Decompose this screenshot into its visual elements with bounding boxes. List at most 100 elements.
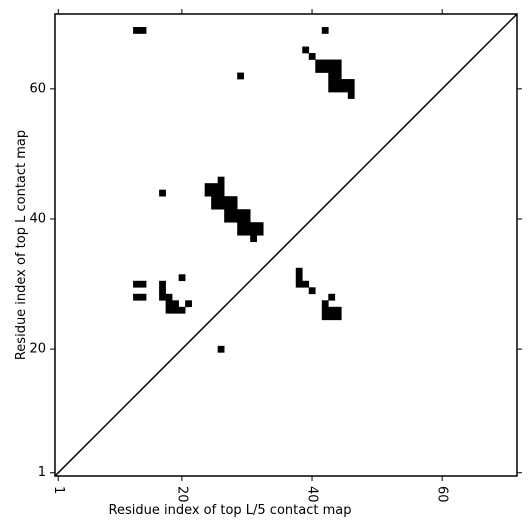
contact-cell	[334, 59, 342, 67]
contact-cell	[334, 72, 342, 80]
contact-cell	[347, 92, 355, 99]
contact-cell	[133, 293, 140, 301]
plot-frame	[54, 13, 518, 477]
contact-cell	[321, 66, 329, 73]
y-axis-label: Residue index of top L contact map	[14, 130, 29, 360]
contact-cell	[256, 222, 264, 230]
contact-cell	[308, 53, 316, 60]
contact-cell	[159, 280, 166, 288]
y-tick-label: 1	[38, 465, 46, 480]
contact-cell	[347, 79, 355, 86]
contact-cell	[217, 345, 225, 353]
contact-cell	[321, 27, 329, 34]
contact-cell	[224, 202, 231, 210]
contact-cell	[165, 306, 173, 314]
contact-cell	[224, 215, 231, 223]
contact-cell	[133, 280, 140, 288]
contact-cell	[159, 189, 166, 197]
contact-cell	[165, 293, 173, 301]
contact-cell	[217, 189, 225, 197]
contact-cell	[224, 209, 231, 217]
contact-cell	[328, 293, 336, 301]
contact-cell	[178, 274, 186, 282]
contact-cell	[302, 46, 310, 54]
contact-cell	[204, 189, 212, 197]
contact-cell	[237, 222, 245, 230]
contact-cell	[243, 222, 251, 230]
contact-cell	[139, 293, 147, 301]
contact-cell	[211, 202, 218, 210]
y-tick-label: 20	[29, 342, 46, 357]
contact-cell	[165, 300, 173, 308]
contact-cell	[328, 66, 336, 73]
contact-cell	[308, 287, 316, 295]
x-tick-label: 1	[51, 486, 66, 494]
contact-cell	[230, 209, 238, 217]
contact-cell	[230, 196, 238, 204]
contact-cell	[224, 196, 231, 204]
contact-cell	[295, 274, 303, 282]
contact-cell	[328, 72, 336, 80]
contact-cell	[237, 215, 245, 223]
contact-cell	[295, 267, 303, 275]
contact-cell	[334, 85, 342, 93]
contact-cell	[341, 79, 349, 86]
contact-cell	[328, 59, 336, 67]
contact-cell	[133, 27, 140, 34]
x-tick-label: 40	[305, 486, 320, 503]
contact-cell	[243, 209, 251, 217]
contact-cell	[250, 228, 258, 236]
x-axis-label: Residue index of top L/5 contact map	[109, 503, 352, 518]
contact-cell	[159, 287, 166, 295]
contact-cell	[204, 183, 212, 190]
contact-cell	[250, 235, 258, 243]
contact-cell	[211, 189, 218, 197]
diagonal-line	[54, 13, 518, 477]
contact-cell	[159, 293, 166, 301]
contact-cell	[328, 85, 336, 93]
contact-cell	[237, 209, 245, 217]
contact-cell	[334, 313, 342, 321]
contact-cell	[250, 222, 258, 230]
contact-cell	[139, 27, 147, 34]
contact-cell	[321, 313, 329, 321]
contact-cell	[334, 306, 342, 314]
contact-cell	[256, 228, 264, 236]
contact-cell	[217, 196, 225, 204]
contact-cell	[347, 85, 355, 93]
contact-cell	[237, 72, 245, 80]
contact-cell	[334, 79, 342, 86]
y-tick-label: 40	[29, 211, 46, 226]
contact-cell	[217, 183, 225, 190]
contact-cell	[139, 280, 147, 288]
contact-cell	[243, 215, 251, 223]
contact-cell	[172, 300, 179, 308]
contact-cell	[172, 306, 179, 314]
y-tick-label: 60	[29, 81, 46, 96]
contact-cell	[211, 183, 218, 190]
contact-cell	[185, 300, 192, 308]
contact-cell	[328, 79, 336, 86]
contact-cell	[321, 59, 329, 67]
contact-cell	[321, 306, 329, 314]
contact-cell	[315, 59, 323, 67]
contact-cell	[243, 228, 251, 236]
contact-cell	[178, 306, 186, 314]
contact-cell	[334, 66, 342, 73]
contact-cell	[230, 215, 238, 223]
contact-cell	[321, 300, 329, 308]
contact-cell	[341, 85, 349, 93]
contact-cell	[217, 202, 225, 210]
x-tick-label: 20	[174, 486, 189, 503]
x-tick-label: 60	[435, 486, 450, 503]
contact-cell	[328, 313, 336, 321]
contact-cell	[230, 202, 238, 210]
contact-cell	[295, 280, 303, 288]
contact-cell	[217, 176, 225, 184]
contact-cell	[237, 228, 245, 236]
contact-cell	[328, 306, 336, 314]
contact-cell	[315, 66, 323, 73]
contact-cell	[211, 196, 218, 204]
contact-cell	[302, 280, 310, 288]
